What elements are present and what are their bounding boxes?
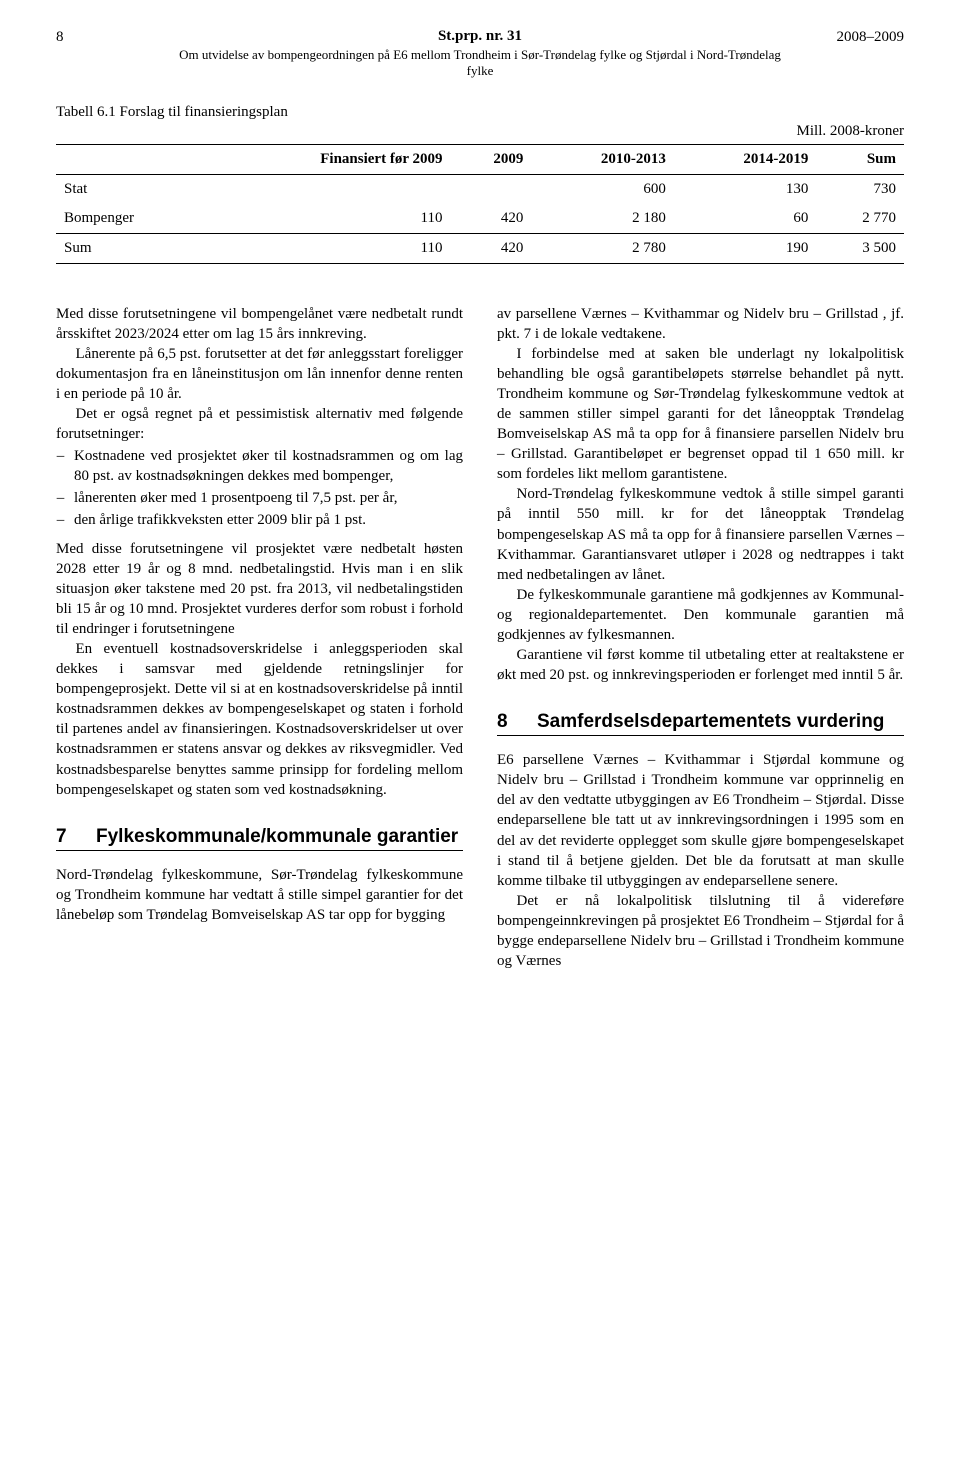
table-cell: 3 500 xyxy=(816,233,904,263)
table-row: Stat 600 130 730 xyxy=(56,174,904,204)
body-paragraph: E6 parsellene Værnes – Kvithammar i Stjø… xyxy=(497,750,904,891)
bullet-list: Kostnadene ved prosjektet øker til kostn… xyxy=(56,446,463,530)
right-column: av parsellene Værnes – Kvithammar og Nid… xyxy=(497,304,904,972)
table-cell: 60 xyxy=(674,204,817,234)
page: 8 2008–2009 St.prp. nr. 31 Om utvidelse … xyxy=(0,0,960,1474)
table-cell: 2 780 xyxy=(531,233,674,263)
table-cell: 2 180 xyxy=(531,204,674,234)
table-cell: 190 xyxy=(674,233,817,263)
body-paragraph: De fylkeskommunale garantiene må godkjen… xyxy=(497,585,904,645)
body-paragraph: Med disse forutsetningene vil bompengelå… xyxy=(56,304,463,344)
section-number: 8 xyxy=(497,711,515,733)
section-title: Samferdselsdepartementets vurdering xyxy=(537,711,884,733)
table-cell: 110 xyxy=(207,204,450,234)
body-columns: Med disse forutsetningene vil bompengelå… xyxy=(56,304,904,972)
table-cell: 2 770 xyxy=(816,204,904,234)
table-cell: 730 xyxy=(816,174,904,204)
section-8-heading: 8 Samferdselsdepartementets vurdering xyxy=(497,711,904,733)
table-cell: 420 xyxy=(450,204,531,234)
table-header-cell: 2009 xyxy=(450,144,531,174)
body-paragraph: av parsellene Værnes – Kvithammar og Nid… xyxy=(497,304,904,344)
table-header-cell: 2010-2013 xyxy=(531,144,674,174)
table-caption: Tabell 6.1 Forslag til finansieringsplan xyxy=(56,104,904,121)
table-header-cell: Sum xyxy=(816,144,904,174)
table-header-cell xyxy=(56,144,207,174)
section-rule xyxy=(497,735,904,736)
table-header-row: Finansiert før 2009 2009 2010-2013 2014-… xyxy=(56,144,904,174)
table-cell: 130 xyxy=(674,174,817,204)
list-item: lånerenten øker med 1 prosentpoeng til 7… xyxy=(74,488,463,508)
left-column: Med disse forutsetningene vil bompengelå… xyxy=(56,304,463,972)
table-cell: Sum xyxy=(56,233,207,263)
section-rule xyxy=(56,850,463,851)
body-paragraph: Med disse forutsetningene vil prosjektet… xyxy=(56,539,463,639)
body-paragraph: Det er også regnet på et pessimistisk al… xyxy=(56,404,463,444)
body-paragraph: Det er nå lokalpolitisk tilslutning til … xyxy=(497,891,904,971)
body-paragraph: Nord-Trøndelag fylkeskommune vedtok å st… xyxy=(497,484,904,584)
section-7-heading: 7 Fylkeskommunale/kommunale garantier xyxy=(56,826,463,848)
body-paragraph: Lånerente på 6,5 pst. forutsetter at det… xyxy=(56,344,463,404)
table-cell: 600 xyxy=(531,174,674,204)
body-paragraph: I forbindelse med at saken ble underlagt… xyxy=(497,344,904,485)
list-item: Kostnadene ved prosjektet øker til kostn… xyxy=(74,446,463,486)
body-paragraph: Garantiene vil først komme til utbetalin… xyxy=(497,645,904,685)
table-header-cell: 2014-2019 xyxy=(674,144,817,174)
table-unit: Mill. 2008-kroner xyxy=(56,123,904,140)
body-paragraph: Nord-Trøndelag fylkeskommune, Sør-Trønde… xyxy=(56,865,463,925)
table-row: Bompenger 110 420 2 180 60 2 770 xyxy=(56,204,904,234)
header-years: 2008–2009 xyxy=(837,28,905,46)
table-cell: Stat xyxy=(56,174,207,204)
table-cell: 110 xyxy=(207,233,450,263)
table-cell: Bompenger xyxy=(56,204,207,234)
header-doc-ref: St.prp. nr. 31 xyxy=(56,28,904,45)
table-sum-row: Sum 110 420 2 780 190 3 500 xyxy=(56,233,904,263)
page-number: 8 xyxy=(56,28,64,46)
table-header-cell: Finansiert før 2009 xyxy=(207,144,450,174)
body-paragraph: En eventuell kostnadsoverskridelse i anl… xyxy=(56,639,463,800)
section-title: Fylkeskommunale/kommunale garantier xyxy=(96,826,458,848)
section-number: 7 xyxy=(56,826,74,848)
header-subtitle: Om utvidelse av bompengeordningen på E6 … xyxy=(170,47,790,80)
list-item: den årlige trafikkveksten etter 2009 bli… xyxy=(74,510,463,530)
table-cell xyxy=(450,174,531,204)
table-cell: 420 xyxy=(450,233,531,263)
table-cell xyxy=(207,174,450,204)
financing-table: Finansiert før 2009 2009 2010-2013 2014-… xyxy=(56,144,904,264)
